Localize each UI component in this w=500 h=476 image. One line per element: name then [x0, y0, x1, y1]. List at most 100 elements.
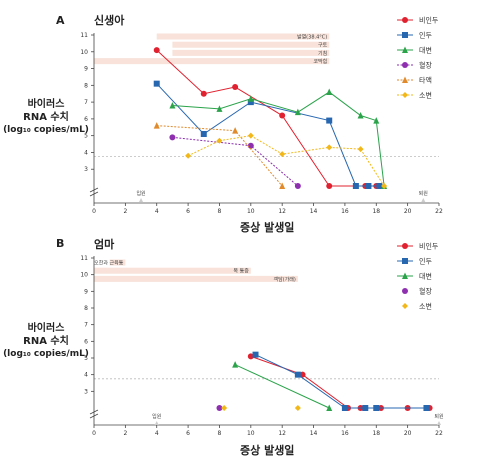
panel-a-x-tick-label: 8 [218, 208, 222, 215]
panel-b-y-tick-label: 11 [80, 255, 88, 262]
panel-b-ylabel-line1: 바이러스 [27, 323, 65, 334]
panel-a-point-비인두 [153, 47, 160, 54]
panel-a-y-tick-label: 3 [84, 166, 88, 173]
panel-a-point-소변 [279, 151, 286, 158]
panel-a-point-소변 [357, 146, 364, 153]
panel-a-legend-marker [402, 32, 408, 38]
panel-a-point-비인두 [326, 183, 333, 189]
panel-a-symptom-bar [94, 58, 330, 65]
panel-a-x-tick-label: 14 [310, 208, 318, 215]
panel-b-x-tick-label: 16 [341, 430, 349, 437]
panel-a-point-대변 [169, 101, 176, 109]
panel-b-legend-marker [402, 243, 408, 249]
panel-a-y-tick-label: 5 [84, 133, 88, 140]
panel-b-legend-label: 비인두 [419, 242, 439, 251]
panel-a-axis-break-mark [89, 187, 99, 197]
panel-b-point-인두 [362, 405, 369, 411]
panel-a-point-타액 [153, 122, 160, 129]
panel-b-legend-label: 대변 [419, 273, 432, 281]
panel-a-series-line-타액 [156, 125, 283, 187]
panel-a-legend-label: 타액 [419, 76, 432, 85]
panel-a-point-인두 [326, 117, 333, 124]
panel-b-series-line-인두 [255, 354, 427, 409]
panel-a-legend-marker [402, 46, 408, 53]
panel-a-y-tick-label: 8 [84, 82, 88, 89]
panel-a-point-타액 [232, 127, 239, 134]
panel-b-y-tick-label: 6 [84, 338, 88, 345]
panel-b-x-tick-label: 12 [278, 430, 286, 437]
panel-a-x-tick-label: 16 [341, 208, 349, 215]
panel-a-x-tick-label: 2 [123, 208, 127, 215]
panel-a-point-소변 [247, 132, 254, 139]
panel-b-legend-marker [402, 303, 408, 309]
panel-a-series-line-대변 [172, 91, 385, 187]
panel-a-x-tick-label: 6 [186, 208, 190, 215]
panel-b-x-tick-label: 18 [372, 430, 380, 437]
panel-a-point-대변 [326, 88, 333, 96]
panel-a-point-인두 [200, 130, 207, 137]
panel-b-symptom-bar [94, 275, 298, 282]
panel-b-y-tick-label: 8 [84, 305, 88, 312]
panel-b-y-tick-label: 7 [84, 322, 88, 329]
panel-a-ylabel: 바이러스 RNA 수치 (log₁₀ copies/mL) [0, 98, 92, 137]
panel-a-y-tick-label: 9 [84, 66, 88, 73]
panel-a-event-marker [139, 198, 144, 202]
panel-b-legend-label: 인두 [419, 257, 432, 266]
panel-a-symptom-label: 발열(38.4°C) [297, 34, 327, 41]
panel-a-legend-label: 대변 [419, 47, 432, 55]
panel-a-point-비인두 [232, 84, 239, 91]
panel-b-symptom-bar [109, 259, 126, 266]
panel-b-letter: B [56, 237, 65, 250]
panel-a-legend-label: 인두 [419, 31, 432, 40]
panel-b-point-인두 [341, 405, 348, 411]
panel-a-point-비인두 [279, 112, 286, 119]
panel-b-y-tick-label: 10 [80, 272, 88, 279]
panel-a-series-line-인두 [156, 83, 380, 187]
panel-b-point-소변 [221, 405, 228, 411]
panel-a-symptom-label: 기침 [318, 50, 327, 57]
panel-a-point-대변 [357, 112, 364, 119]
panel-b-point-비인두 [299, 371, 306, 378]
panel-a-symptom-label: 코막힘 [313, 58, 327, 65]
panel-a-point-대변 [216, 105, 223, 112]
panel-a-legend-marker [402, 62, 408, 68]
panel-a-point-대변 [247, 95, 254, 102]
panel-b-point-대변 [326, 404, 333, 411]
panel-a-point-인두 [247, 99, 254, 106]
panel-b-y-tick-label: 3 [84, 388, 88, 395]
panel-b-point-대변 [232, 361, 239, 368]
panel-a-point-인두 [352, 183, 359, 189]
panel-a-x-tick-label: 22 [435, 208, 443, 215]
panel-a-series-line-소변 [187, 135, 385, 187]
panel-b-x-tick-label: 8 [218, 430, 222, 437]
panel-a-symptom-bar [172, 49, 330, 56]
panel-b-x-tick-label: 4 [155, 430, 159, 437]
panel-a-point-인두 [153, 80, 160, 87]
panel-a-ylabel-line1: 바이러스 [27, 99, 65, 110]
panel-a-y-tick-label: 7 [84, 99, 88, 106]
panel-b-point-인두 [252, 351, 259, 358]
panel-b-symptom-label: 객담(가래) [274, 276, 296, 283]
panel-a-title: 신생아 [94, 14, 125, 27]
panel-a-point-혈장 [247, 142, 254, 149]
panel-b-event-label: 퇴원 [434, 413, 444, 420]
panel-b-ylabel: 바이러스 RNA 수치 (log₁₀ copies/mL) [0, 322, 92, 361]
panel-a-letter: A [56, 14, 65, 27]
panel-b-axis-break-mark [89, 409, 99, 419]
panel-b-symptom-bar [94, 267, 251, 274]
panel-a-legend-marker [402, 76, 408, 83]
panel-a-point-인두 [365, 183, 372, 189]
panel-a-x-tick-label: 4 [155, 208, 159, 215]
panel-b-title: 엄마 [94, 238, 115, 251]
panel-a-point-소변 [381, 183, 388, 189]
panel-a-symptom-label: 구토 [318, 43, 328, 49]
panel-b-legend-marker [402, 258, 408, 264]
panel-a-point-소변 [216, 137, 223, 144]
panel-a-legend-label: 비인두 [419, 16, 439, 25]
panel-a-ylabel-line3: (log₁₀ copies/mL) [3, 125, 89, 135]
panel-b-legend-label: 혈장 [419, 287, 432, 296]
panel-b-point-비인두 [247, 353, 254, 360]
panel-a-point-소변 [326, 144, 333, 151]
panel-a-series-line-비인두 [156, 49, 377, 187]
